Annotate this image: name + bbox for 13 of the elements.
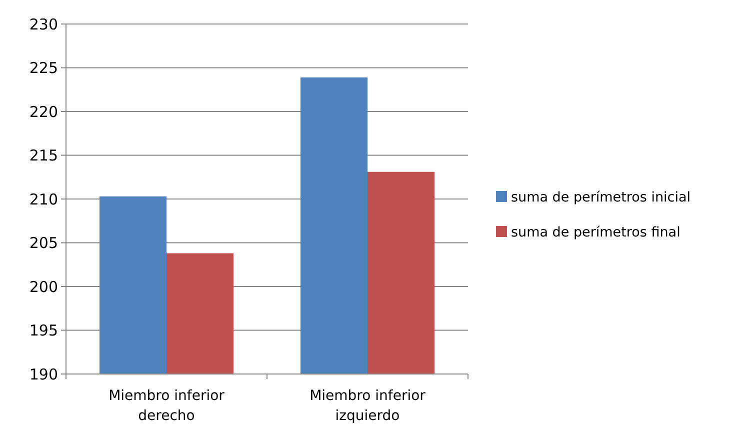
x-tick-label: Miembro inferior derecho [108, 388, 225, 424]
y-tick-label: 210 [29, 190, 58, 208]
y-tick-label: 190 [29, 365, 58, 384]
legend-label: suma de perímetros final [511, 224, 680, 241]
x-tick-label: Miembro inferior izquierdo [310, 388, 426, 424]
legend-label: suma de perímetros inicial [511, 190, 690, 206]
y-tick-label: 220 [29, 102, 58, 121]
y-tick-label: 205 [29, 234, 58, 252]
y-tick-label: 215 [29, 146, 58, 164]
y-tick-label: 200 [29, 278, 58, 296]
y-tick-label: 225 [29, 59, 58, 77]
y-tick-label: 230 [29, 15, 58, 34]
y-tick-label: 195 [29, 322, 58, 340]
